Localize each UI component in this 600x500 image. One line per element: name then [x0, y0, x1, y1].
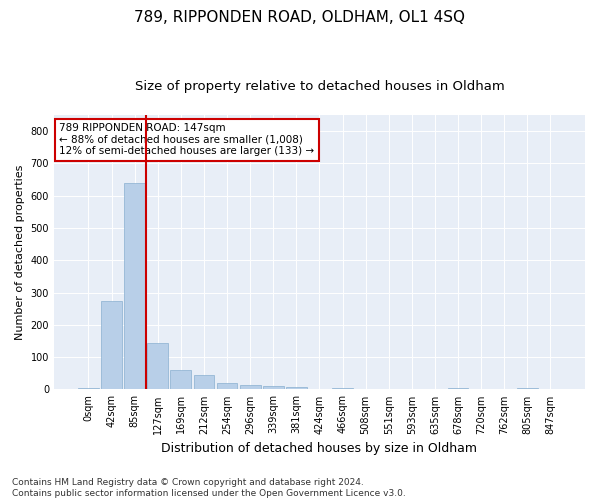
- Bar: [263, 386, 284, 390]
- Bar: [517, 388, 538, 390]
- Text: Contains HM Land Registry data © Crown copyright and database right 2024.
Contai: Contains HM Land Registry data © Crown c…: [12, 478, 406, 498]
- Title: Size of property relative to detached houses in Oldham: Size of property relative to detached ho…: [134, 80, 505, 93]
- Bar: [148, 342, 168, 390]
- Bar: [170, 370, 191, 390]
- Bar: [332, 388, 353, 390]
- Y-axis label: Number of detached properties: Number of detached properties: [15, 164, 25, 340]
- Bar: [286, 388, 307, 390]
- Bar: [194, 375, 214, 390]
- Bar: [78, 388, 99, 390]
- Bar: [101, 300, 122, 390]
- Bar: [240, 384, 260, 390]
- X-axis label: Distribution of detached houses by size in Oldham: Distribution of detached houses by size …: [161, 442, 478, 455]
- Text: 789, RIPPONDEN ROAD, OLDHAM, OL1 4SQ: 789, RIPPONDEN ROAD, OLDHAM, OL1 4SQ: [134, 10, 466, 25]
- Bar: [124, 183, 145, 390]
- Bar: [448, 388, 469, 390]
- Text: 789 RIPPONDEN ROAD: 147sqm
← 88% of detached houses are smaller (1,008)
12% of s: 789 RIPPONDEN ROAD: 147sqm ← 88% of deta…: [59, 123, 314, 156]
- Bar: [217, 383, 238, 390]
